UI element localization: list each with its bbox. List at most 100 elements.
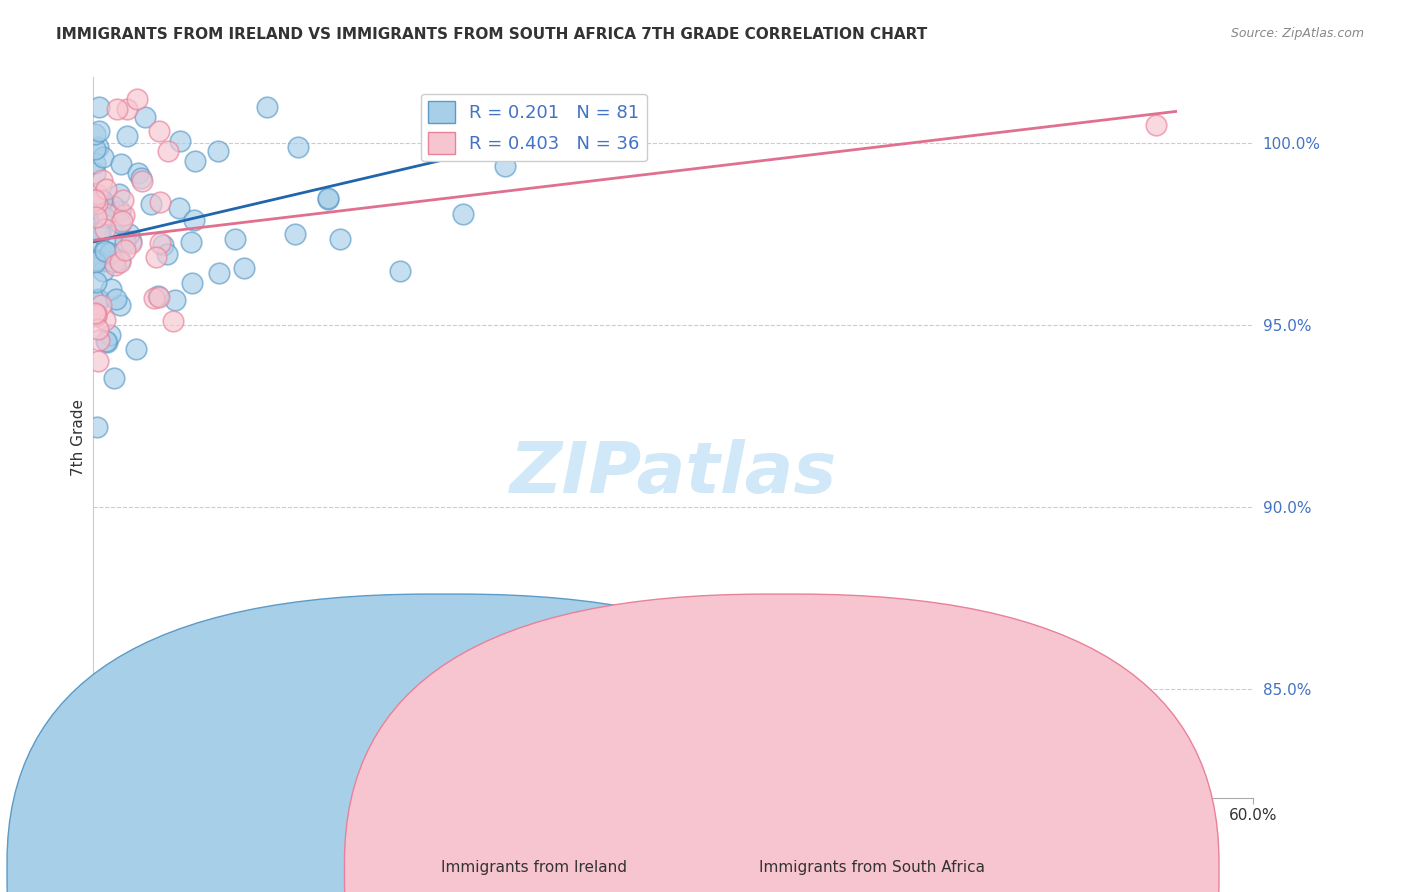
Point: [90, 298, 112, 312]
Point: [89, 201, 111, 215]
Point: [118, 227, 141, 241]
Point: [93, 244, 115, 258]
Point: [318, 191, 340, 205]
Point: [110, 204, 132, 219]
Point: [84, 193, 107, 207]
Point: [256, 99, 278, 113]
Point: [287, 140, 309, 154]
Point: [105, 102, 128, 116]
Point: [103, 255, 125, 269]
Point: [108, 252, 131, 267]
Point: [110, 255, 132, 269]
Point: [388, 264, 411, 278]
Point: [125, 92, 148, 106]
Point: [489, 109, 512, 123]
Point: [156, 247, 179, 261]
Point: [86, 419, 108, 434]
Point: [86, 225, 108, 239]
Point: [184, 153, 207, 168]
Point: [93, 254, 115, 268]
Point: [163, 293, 186, 307]
Point: [84, 307, 107, 321]
Point: [93, 210, 115, 224]
Point: [477, 99, 499, 113]
Point: [89, 241, 111, 255]
Point: [87, 99, 110, 113]
Point: [84, 142, 107, 156]
Point: [87, 354, 110, 368]
Point: [183, 213, 205, 227]
Point: [110, 157, 132, 171]
Point: [86, 196, 108, 211]
Point: [148, 290, 170, 304]
Point: [148, 289, 170, 303]
Point: [108, 186, 131, 201]
Point: [120, 235, 142, 250]
Point: [141, 196, 163, 211]
Point: [233, 260, 256, 275]
Point: [329, 231, 352, 245]
Point: [89, 226, 111, 240]
Point: [224, 232, 246, 246]
Point: [94, 222, 117, 236]
Point: [114, 208, 136, 222]
Point: [87, 140, 110, 154]
Point: [84, 253, 107, 268]
Point: [148, 124, 170, 138]
Point: [284, 227, 307, 242]
Point: [98, 245, 121, 260]
Point: [87, 124, 110, 138]
Point: [125, 343, 148, 357]
Point: [148, 194, 170, 209]
Point: [1144, 118, 1167, 132]
Point: [86, 187, 108, 202]
Point: [145, 250, 167, 264]
Point: [87, 203, 110, 218]
Text: ZIPatlas: ZIPatlas: [509, 439, 837, 508]
Point: [477, 99, 499, 113]
Point: [127, 166, 149, 180]
Point: [120, 234, 142, 248]
Point: [98, 327, 121, 342]
Point: [90, 193, 112, 207]
Point: [451, 207, 474, 221]
Point: [105, 292, 128, 306]
Point: [84, 127, 107, 141]
Point: [100, 282, 122, 296]
Text: Immigrants from Ireland: Immigrants from Ireland: [441, 861, 627, 875]
Point: [91, 264, 114, 278]
Point: [111, 193, 134, 207]
Point: [90, 173, 112, 187]
Point: [84, 192, 107, 206]
Point: [84, 255, 107, 269]
Point: [162, 314, 184, 328]
Point: [460, 103, 482, 117]
Point: [93, 244, 115, 258]
Text: IMMIGRANTS FROM IRELAND VS IMMIGRANTS FROM SOUTH AFRICA 7TH GRADE CORRELATION CH: IMMIGRANTS FROM IRELAND VS IMMIGRANTS FR…: [56, 27, 928, 42]
Point: [111, 213, 134, 227]
Point: [169, 134, 191, 148]
Point: [512, 115, 534, 129]
Point: [143, 291, 166, 305]
Point: [84, 166, 107, 180]
Point: [91, 150, 114, 164]
Point: [129, 170, 152, 185]
Point: [499, 139, 522, 153]
Point: [84, 275, 107, 289]
Point: [108, 298, 131, 312]
Y-axis label: 7th Grade: 7th Grade: [72, 400, 86, 476]
Point: [115, 102, 138, 116]
Point: [96, 207, 118, 221]
Point: [180, 235, 202, 249]
Point: [84, 210, 107, 224]
Legend: R = 0.201   N = 81, R = 0.403   N = 36: R = 0.201 N = 81, R = 0.403 N = 36: [420, 94, 647, 161]
Point: [152, 237, 174, 252]
Point: [87, 292, 110, 306]
Point: [96, 334, 118, 349]
Point: [560, 99, 582, 113]
Point: [96, 334, 118, 348]
Point: [114, 234, 136, 248]
Point: [134, 110, 156, 124]
Point: [157, 144, 180, 158]
Point: [208, 267, 231, 281]
